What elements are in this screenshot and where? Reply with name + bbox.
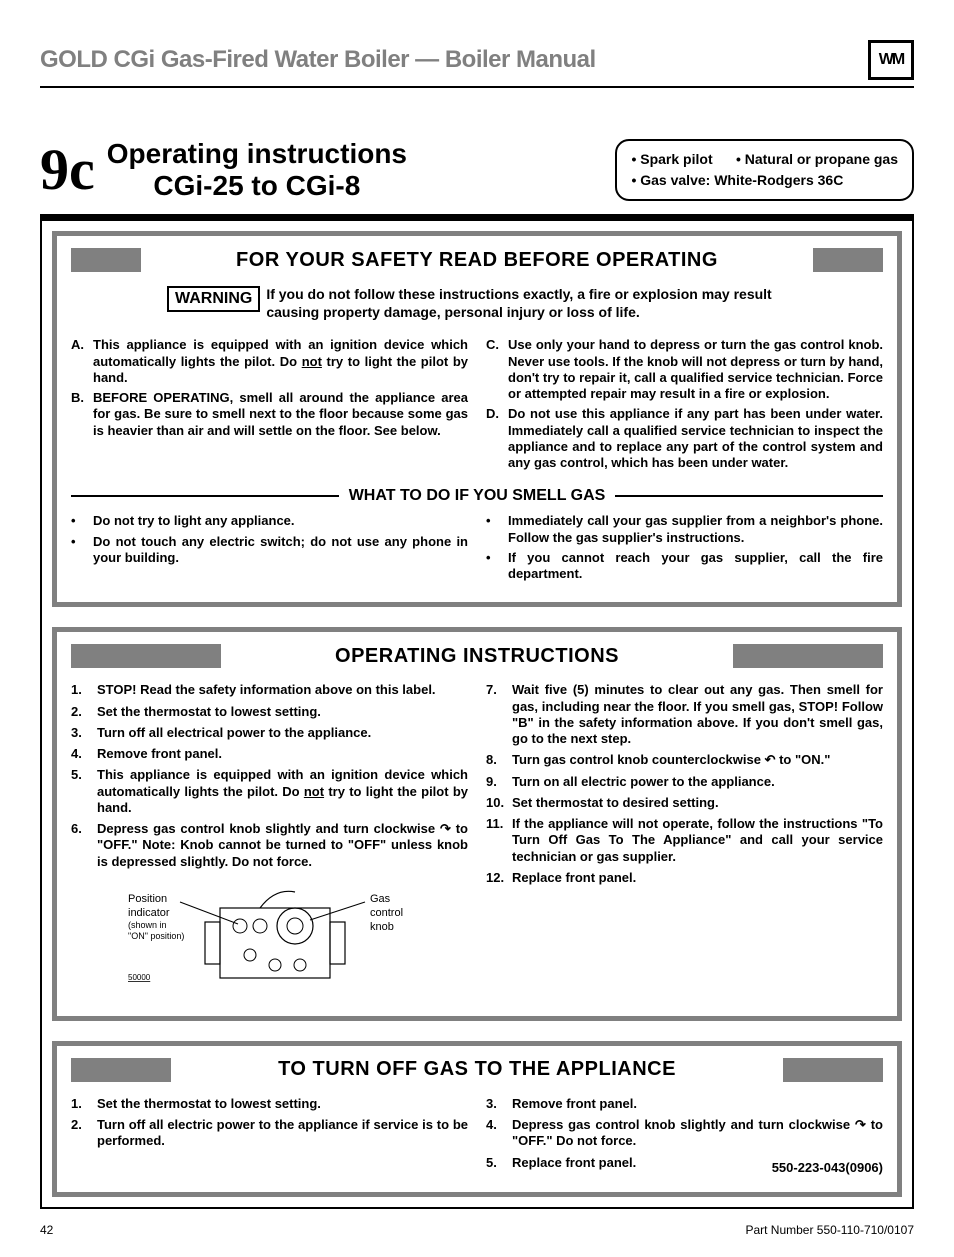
gas-valve-diagram: Position indicator (shown in "ON" positi… bbox=[71, 880, 468, 1000]
banner-block bbox=[71, 248, 141, 272]
turnoff-list-left: 1.Set the thermostat to lowest setting. … bbox=[71, 1096, 468, 1150]
list-item: 9.Turn on all electric power to the appl… bbox=[486, 774, 883, 790]
header-rule bbox=[40, 86, 914, 88]
divider bbox=[71, 495, 339, 497]
safety-list-right: C.Use only your hand to depress or turn … bbox=[486, 337, 883, 471]
list-marker: D. bbox=[486, 406, 508, 471]
list-item: 6.Depress gas control knob slightly and … bbox=[71, 821, 468, 870]
list-item: •Immediately call your gas supplier from… bbox=[486, 513, 883, 546]
warning-row: WARNING If you do not follow these instr… bbox=[167, 286, 787, 321]
list-item: 1.Set the thermostat to lowest setting. bbox=[71, 1096, 468, 1112]
svg-text:"ON" position): "ON" position) bbox=[128, 931, 184, 941]
safety-item: C.Use only your hand to depress or turn … bbox=[486, 337, 883, 402]
list-marker: B. bbox=[71, 390, 93, 439]
section-title-line1: Operating instructions bbox=[107, 138, 407, 170]
safety-banner-title: FOR YOUR SAFETY READ BEFORE OPERATING bbox=[151, 249, 803, 272]
list-marker: C. bbox=[486, 337, 508, 402]
list-marker: A. bbox=[71, 337, 93, 386]
warning-text: If you do not follow these instructions … bbox=[266, 286, 787, 321]
smell-list-left: •Do not try to light any appliance. •Do … bbox=[71, 513, 468, 566]
list-item: 10.Set thermostat to desired setting. bbox=[486, 795, 883, 811]
section-title-line2: CGi-25 to CGi-8 bbox=[107, 170, 407, 202]
operating-list-left: 1.STOP! Read the safety information abov… bbox=[71, 682, 468, 870]
list-item: 1.STOP! Read the safety information abov… bbox=[71, 682, 468, 698]
list-item: 5.This appliance is equipped with an ign… bbox=[71, 767, 468, 816]
safety-item: B.BEFORE OPERATING, smell all around the… bbox=[71, 390, 468, 439]
banner-block bbox=[813, 248, 883, 272]
warning-label: WARNING bbox=[167, 286, 260, 312]
banner-block bbox=[71, 644, 221, 668]
spec-pilot: • Spark pilot bbox=[631, 151, 712, 167]
svg-text:indicator: indicator bbox=[128, 907, 170, 919]
manual-title: GOLD CGi Gas-Fired Water Boiler — Boiler… bbox=[40, 46, 596, 74]
operating-banner-title: OPERATING INSTRUCTIONS bbox=[231, 645, 723, 668]
list-item: 7.Wait five (5) minutes to clear out any… bbox=[486, 682, 883, 747]
banner-block bbox=[733, 644, 883, 668]
list-item: 2.Set the thermostat to lowest setting. bbox=[71, 704, 468, 720]
content-frame: FOR YOUR SAFETY READ BEFORE OPERATING WA… bbox=[40, 219, 914, 1209]
svg-text:control: control bbox=[370, 907, 403, 919]
list-item: 3.Turn off all electrical power to the a… bbox=[71, 725, 468, 741]
section-header: 9c Operating instructions CGi-25 to CGi-… bbox=[40, 138, 914, 202]
divider bbox=[615, 495, 883, 497]
brand-logo: WM bbox=[868, 40, 914, 80]
list-item: 11.If the appliance will not operate, fo… bbox=[486, 816, 883, 865]
svg-text:50000: 50000 bbox=[128, 973, 151, 982]
safety-panel: FOR YOUR SAFETY READ BEFORE OPERATING WA… bbox=[52, 231, 902, 607]
svg-text:Gas: Gas bbox=[370, 893, 391, 905]
list-item: 4.Remove front panel. bbox=[71, 746, 468, 762]
list-item: 2.Turn off all electric power to the app… bbox=[71, 1117, 468, 1150]
banner-block bbox=[783, 1058, 883, 1082]
list-item: •Do not touch any electric switch; do no… bbox=[71, 534, 468, 567]
operating-list-right: 7.Wait five (5) minutes to clear out any… bbox=[486, 682, 883, 886]
banner-block bbox=[71, 1058, 171, 1082]
list-item: 12.Replace front panel. bbox=[486, 870, 883, 886]
smell-gas-title: WHAT TO DO IF YOU SMELL GAS bbox=[349, 487, 606, 505]
list-item: •If you cannot reach your gas supplier, … bbox=[486, 550, 883, 583]
turnoff-panel: TO TURN OFF GAS TO THE APPLIANCE 1.Set t… bbox=[52, 1041, 902, 1197]
list-item: •Do not try to light any appliance. bbox=[71, 513, 468, 529]
document-code: 550-223-043(0906) bbox=[772, 1160, 883, 1176]
smell-list-right: •Immediately call your gas supplier from… bbox=[486, 513, 883, 582]
svg-text:(shown in: (shown in bbox=[128, 920, 167, 930]
list-item: 3.Remove front panel. bbox=[486, 1096, 883, 1112]
spec-gas-valve: • Gas valve: White-Rodgers 36C bbox=[631, 170, 898, 191]
operating-panel: OPERATING INSTRUCTIONS 1.STOP! Read the … bbox=[52, 627, 902, 1021]
list-item: 8.Turn gas control knob counterclockwise… bbox=[486, 752, 883, 768]
list-item: 4.Depress gas control knob slightly and … bbox=[486, 1117, 883, 1150]
section-number: 9c bbox=[40, 141, 95, 199]
svg-text:Position: Position bbox=[128, 893, 167, 905]
safety-item: D.Do not use this appliance if any part … bbox=[486, 406, 883, 471]
svg-text:knob: knob bbox=[370, 921, 394, 933]
spec-gas-type: • Natural or propane gas bbox=[736, 151, 898, 167]
safety-item: A.This appliance is equipped with an ign… bbox=[71, 337, 468, 386]
safety-list-left: A.This appliance is equipped with an ign… bbox=[71, 337, 468, 439]
turnoff-banner-title: TO TURN OFF GAS TO THE APPLIANCE bbox=[181, 1058, 773, 1081]
spec-box: • Spark pilot • Natural or propane gas •… bbox=[615, 139, 914, 201]
